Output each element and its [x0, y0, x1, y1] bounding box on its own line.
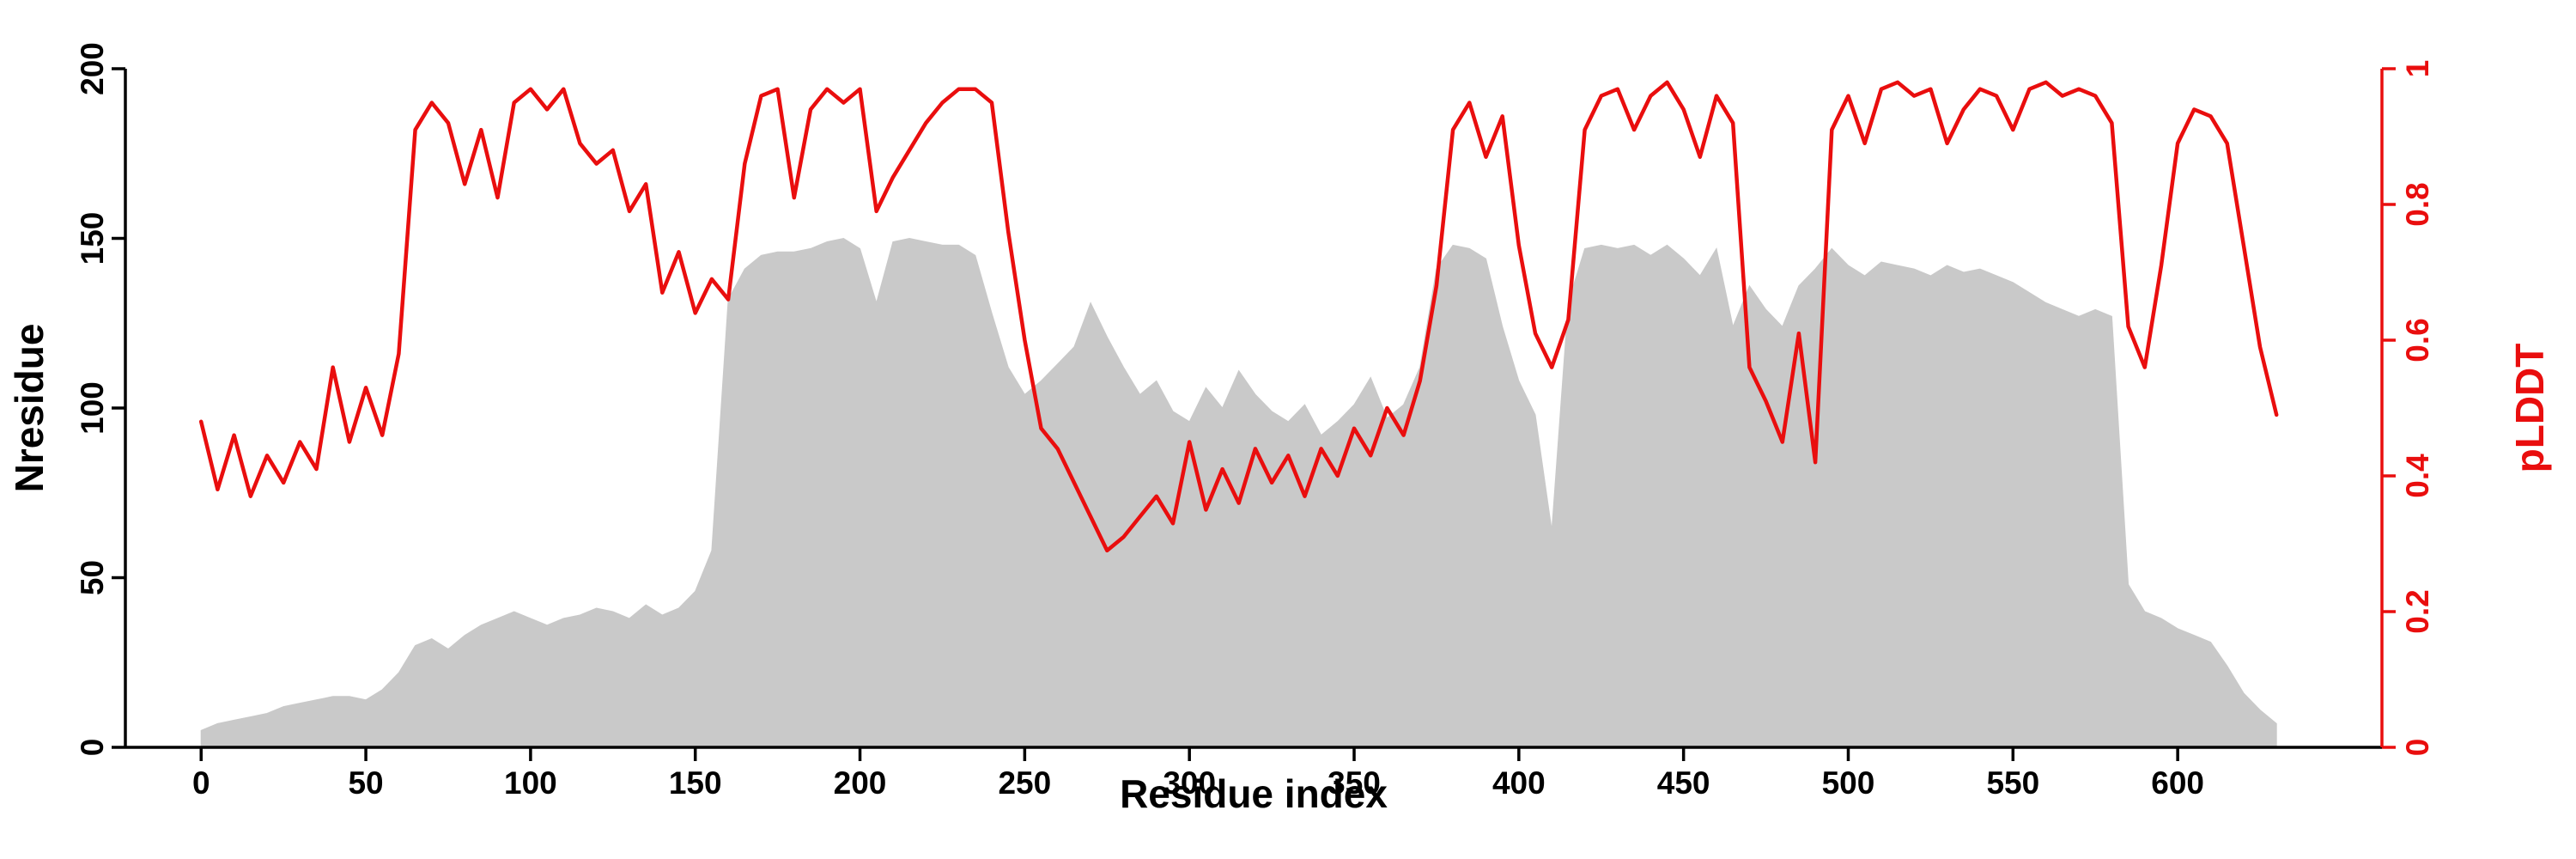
y-right-tick-label: 1 — [2400, 60, 2435, 78]
y-right-tick-label: 0.8 — [2400, 182, 2435, 226]
x-tick-label: 550 — [1986, 765, 2039, 801]
y-left-tick-label: 150 — [75, 212, 110, 265]
y-right-tick-label: 0.2 — [2400, 589, 2435, 633]
x-tick-label: 50 — [348, 765, 383, 801]
y-left-tick-label: 50 — [75, 560, 110, 595]
y-left-tick-label: 200 — [75, 42, 110, 95]
y-right-tick-label: 0.4 — [2400, 454, 2435, 498]
x-tick-label: 150 — [669, 765, 722, 801]
plddt-line — [198, 80, 2279, 553]
y-left-tick-label: 0 — [75, 739, 110, 757]
x-tick-label: 450 — [1657, 765, 1710, 801]
y-right-tick-label: 0.6 — [2400, 318, 2435, 362]
x-tick-label: 300 — [1163, 765, 1216, 801]
nresidue-area — [200, 237, 2277, 748]
x-tick-label: 600 — [2151, 765, 2204, 801]
right-axis-title: pLDDT — [2507, 343, 2552, 473]
x-tick-label: 250 — [998, 765, 1051, 801]
x-tick-label: 400 — [1492, 765, 1546, 801]
x-tick-label: 350 — [1327, 765, 1381, 801]
y-left-tick-label: 100 — [75, 381, 110, 435]
x-tick-label: 100 — [504, 765, 557, 801]
y-right-tick-label: 0 — [2400, 739, 2435, 757]
x-tick-label: 500 — [1822, 765, 1875, 801]
x-tick-label: 0 — [192, 765, 210, 801]
left-axis-title: Nresidue — [7, 323, 52, 493]
x-axis-title: Residue index — [1120, 771, 1388, 816]
x-tick-label: 200 — [834, 765, 887, 801]
